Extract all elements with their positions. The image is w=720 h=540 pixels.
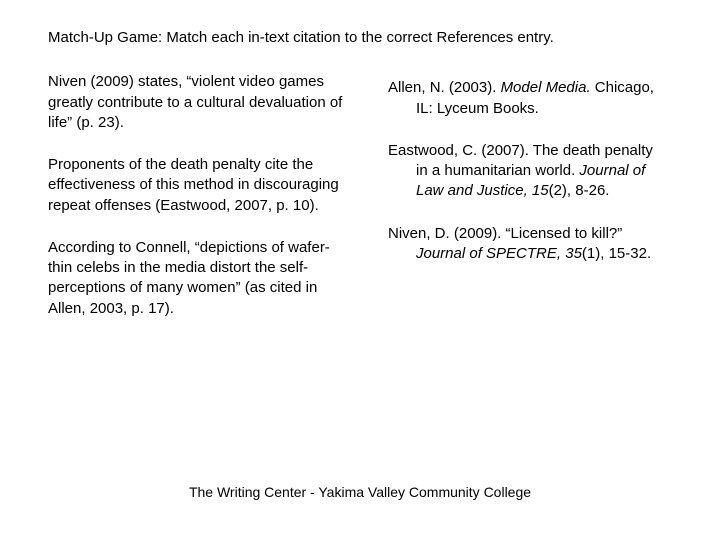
content-columns: Niven (2009) states, “violent video game… [48, 72, 680, 341]
footer-text: The Writing Center - Yakima Valley Commu… [0, 484, 720, 500]
citations-column: Niven (2009) states, “violent video game… [48, 72, 348, 341]
references-column: Allen, N. (2003). Model Media. Chicago, … [388, 72, 658, 341]
reference-2: Eastwood, C. (2007). The death penalty i… [388, 141, 658, 202]
ref3-pre: Niven, D. (2009). “Licensed to kill?” [388, 225, 622, 242]
citation-3: According to Connell, “depictions of waf… [48, 238, 348, 319]
ref3-italic: Journal of SPECTRE, 35 [416, 245, 582, 262]
ref1-pre: Allen, N. (2003). [388, 79, 501, 96]
page-title: Match-Up Game: Match each in-text citati… [48, 28, 680, 48]
ref2-post: (2), 8-26. [549, 182, 610, 199]
reference-1: Allen, N. (2003). Model Media. Chicago, … [388, 78, 658, 119]
citation-1: Niven (2009) states, “violent video game… [48, 72, 348, 133]
citation-2: Proponents of the death penalty cite the… [48, 155, 348, 216]
reference-3: Niven, D. (2009). “Licensed to kill?” Jo… [388, 224, 658, 265]
ref3-post: (1), 15-32. [582, 245, 651, 262]
ref1-italic: Model Media. [501, 79, 591, 96]
